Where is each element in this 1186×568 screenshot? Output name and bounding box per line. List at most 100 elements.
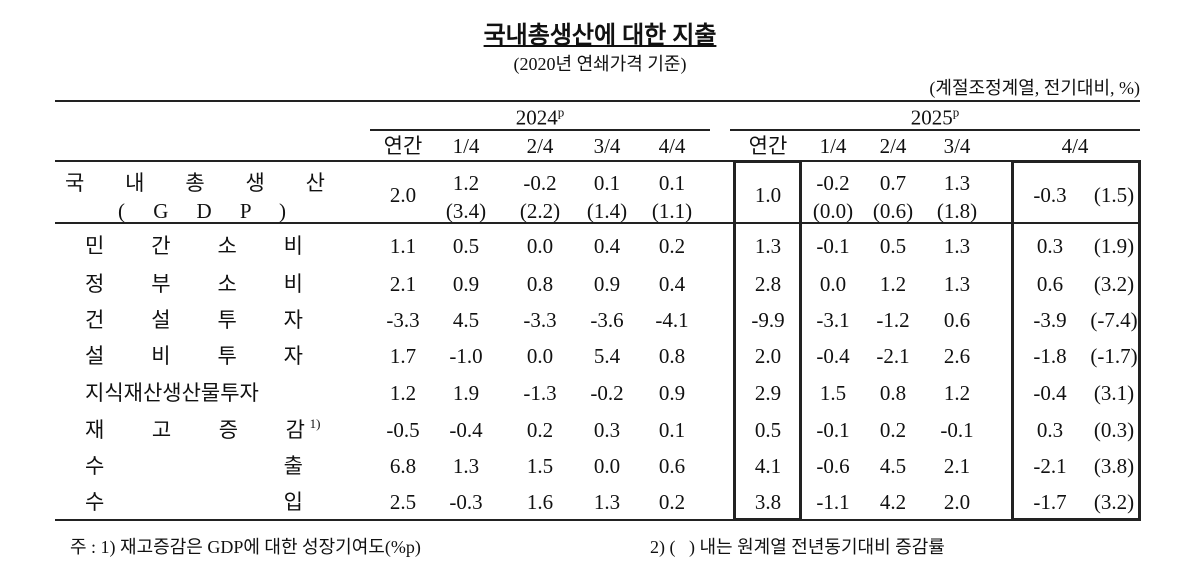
superscript: p: [952, 104, 960, 120]
cell-value: 1.3: [593, 490, 621, 514]
rule: [1011, 160, 1141, 163]
cell-value: -2.1: [876, 344, 910, 368]
column-header: 4/4: [1061, 134, 1089, 158]
cell-value: 0.0: [526, 234, 554, 258]
cell-value: -0.1: [816, 418, 850, 442]
cell-value: -0.4: [816, 344, 850, 368]
cell-value: 2.0: [943, 490, 971, 514]
cell-value: 1.7: [389, 344, 417, 368]
cell-value: 0.2: [658, 234, 686, 258]
cell-yoy: (0.3): [1093, 418, 1135, 442]
cell-value: 2.9: [754, 381, 782, 405]
cell-value: 5.4: [593, 344, 621, 368]
year-header: 2024p: [515, 104, 565, 130]
row-label: 건 설 투 자: [85, 308, 303, 332]
cell-value: 0.8: [526, 272, 554, 296]
cell-value: -1.0: [449, 344, 483, 368]
cell-value: 1.3: [943, 234, 971, 258]
unit-note: (계절조정계열, 전기대비, %): [929, 78, 1140, 98]
cell-value: -3.9: [1033, 308, 1067, 332]
cell-value: -0.4: [1033, 381, 1067, 405]
rule: [370, 129, 710, 131]
row-label: 수 출: [85, 454, 303, 478]
cell-yoy: (2.2): [519, 199, 561, 223]
cell-yoy: (3.2): [1093, 272, 1135, 296]
cell-value: -0.4: [449, 418, 483, 442]
cell-value: -0.2: [816, 171, 850, 195]
rule: [55, 222, 1140, 224]
cell-yoy: (1.4): [586, 199, 628, 223]
cell-value: 0.3: [1036, 234, 1064, 258]
cell-value: 0.5: [879, 234, 907, 258]
cell-value: 0.5: [754, 418, 782, 442]
cell-value: 1.5: [526, 454, 554, 478]
cell-value: -3.1: [816, 308, 850, 332]
cell-value: -0.6: [816, 454, 850, 478]
cell-value: 0.5: [452, 234, 480, 258]
cell-value: -1.3: [523, 381, 557, 405]
rule: [55, 519, 1140, 521]
column-header: 3/4: [593, 134, 621, 158]
row-label: 설 비 투 자: [85, 344, 303, 368]
cell-value: 0.6: [943, 308, 971, 332]
column-header: 3/4: [943, 134, 971, 158]
cell-yoy: (1.9): [1093, 234, 1135, 258]
rule: [1011, 518, 1141, 521]
cell-yoy: (3.8): [1093, 454, 1135, 478]
cell-value: 0.1: [658, 418, 686, 442]
cell-value: 1.6: [526, 490, 554, 514]
cell-value: 4.1: [754, 454, 782, 478]
cell-yoy: (0.0): [812, 199, 854, 223]
rule: [1138, 160, 1141, 520]
cell-value: -3.6: [590, 308, 624, 332]
column-header: 4/4: [658, 134, 686, 158]
cell-value: -0.1: [940, 418, 974, 442]
cell-value: 1.2: [943, 381, 971, 405]
cell-value: 1.3: [943, 171, 971, 195]
cell-value: -0.2: [523, 171, 557, 195]
cell-value: 0.9: [452, 272, 480, 296]
cell-value: 0.1: [658, 171, 686, 195]
column-header: 연간: [383, 134, 423, 158]
rule: [733, 518, 801, 521]
cell-yoy: (-7.4): [1090, 308, 1138, 332]
row-label: 수 입: [85, 490, 303, 514]
cell-value: -1.8: [1033, 344, 1067, 368]
cell-value: -0.2: [590, 381, 624, 405]
column-header: 연간: [748, 134, 788, 158]
cell-value: 4.2: [879, 490, 907, 514]
cell-yoy: (3.2): [1093, 490, 1135, 514]
cell-value: 1.3: [943, 272, 971, 296]
rule: [1011, 160, 1014, 520]
cell-value: 0.8: [879, 381, 907, 405]
rule: [730, 129, 1140, 131]
cell-yoy: (1.1): [651, 199, 693, 223]
footnote: 2) ( ) 내는 원계열 전년동기대비 증감률: [650, 537, 945, 557]
row-label: 민 간 소 비: [85, 234, 303, 258]
cell-value: 1.2: [452, 171, 480, 195]
cell-value: 0.3: [593, 418, 621, 442]
row-label: 재 고 증 감: [85, 418, 305, 442]
cell-value: 2.0: [389, 183, 417, 207]
cell-value: 0.0: [593, 454, 621, 478]
cell-value: 0.7: [879, 171, 907, 195]
cell-value: 0.3: [1036, 418, 1064, 442]
cell-value: -4.1: [655, 308, 689, 332]
subtitle: (2020년 연쇄가격 기준): [513, 54, 687, 74]
rule: [799, 160, 802, 520]
cell-value: 0.6: [658, 454, 686, 478]
cell-value: 2.1: [943, 454, 971, 478]
cell-value: 2.0: [754, 344, 782, 368]
cell-value: 1.1: [389, 234, 417, 258]
cell-value: 2.6: [943, 344, 971, 368]
superscript: p: [557, 104, 565, 120]
cell-yoy: (3.4): [445, 199, 487, 223]
row-label: 국 내 총 생 산: [65, 171, 325, 195]
cell-value: 0.4: [593, 234, 621, 258]
cell-value: 0.8: [658, 344, 686, 368]
row-label: ( G D P ): [118, 199, 286, 223]
cell-value: 0.2: [879, 418, 907, 442]
cell-value: 0.0: [819, 272, 847, 296]
cell-value: 1.0: [754, 183, 782, 207]
